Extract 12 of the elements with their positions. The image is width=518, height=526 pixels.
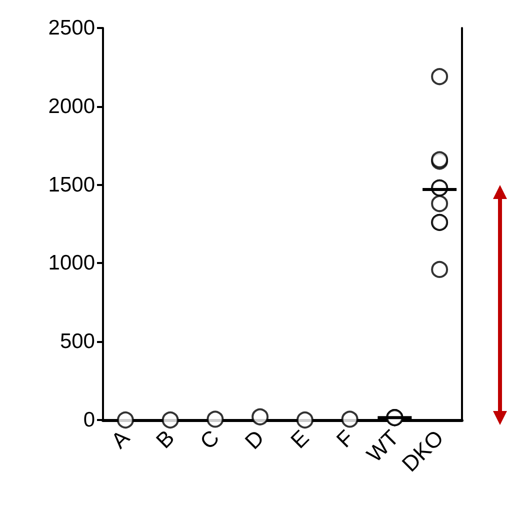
y-tick-label: 0 [83, 408, 95, 432]
x-tick-label: C [195, 425, 224, 454]
y-tick-label: 2500 [48, 16, 95, 40]
x-tick-label: D [240, 425, 269, 454]
x-tick-label: A [106, 424, 135, 454]
y-tick-label: 1500 [48, 173, 95, 196]
y-tick-label: 2000 [48, 94, 95, 118]
x-tick-label: B [151, 425, 180, 454]
y-tick-label: 500 [60, 330, 95, 354]
x-tick-label: E [286, 425, 314, 454]
x-tick-label: F [331, 425, 359, 452]
y-tick-label: 1000 [48, 252, 95, 275]
